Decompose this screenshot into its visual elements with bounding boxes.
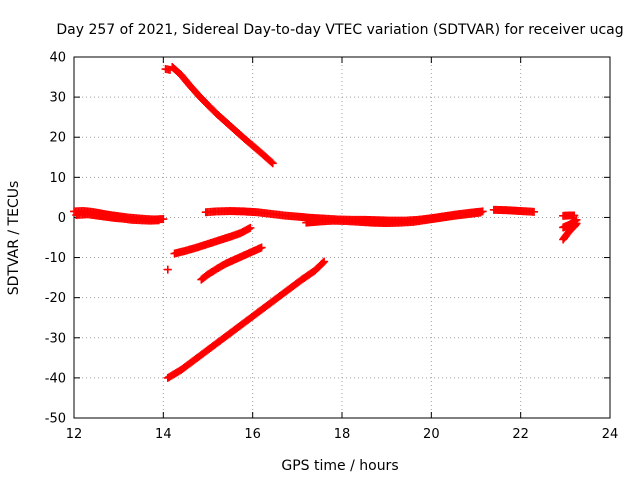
data-series	[170, 223, 255, 258]
data-series	[168, 63, 277, 168]
data-point	[530, 207, 539, 216]
data-point	[267, 158, 276, 167]
data-point	[319, 258, 328, 267]
data-series	[559, 211, 579, 220]
data-point	[257, 243, 266, 252]
data-point	[246, 223, 255, 232]
data-series	[161, 65, 175, 74]
data-series	[489, 205, 539, 216]
data-point	[159, 215, 168, 224]
x-tick-label: 24	[602, 427, 619, 442]
y-axis-label: SDTVAR / TECUs	[6, 181, 22, 296]
y-tick-label: 30	[49, 91, 66, 106]
data-series	[163, 257, 329, 382]
data-point	[166, 65, 175, 74]
y-tick-label: 20	[49, 131, 66, 146]
data-series	[559, 219, 581, 244]
data-point	[154, 216, 163, 225]
x-tick-label: 16	[244, 427, 261, 442]
x-tick-label: 14	[155, 427, 172, 442]
x-tick-label: 18	[334, 427, 351, 442]
x-axis: 12 14 16 18 20 22 24	[66, 57, 619, 442]
y-axis: -50 -40 -30 -20 -10 0 10 20 30 40	[45, 51, 610, 427]
y-tick-label: 10	[49, 171, 66, 186]
x-tick-label: 22	[512, 427, 529, 442]
data-point	[163, 265, 172, 274]
x-axis-label: GPS time / hours	[281, 458, 398, 474]
y-tick-label: -20	[45, 291, 66, 306]
x-tick-label: 20	[423, 427, 440, 442]
y-tick-label: 0	[58, 211, 66, 226]
data-series	[302, 208, 485, 228]
x-tick-label: 12	[66, 427, 83, 442]
data-point	[572, 219, 581, 228]
data-points	[70, 63, 581, 382]
y-tick-label: 40	[49, 51, 66, 66]
y-tick-label: -50	[45, 412, 66, 427]
grid	[74, 57, 610, 418]
y-tick-label: -10	[45, 251, 66, 266]
data-series	[197, 243, 266, 284]
chart-title: Day 257 of 2021, Sidereal Day-to-day VTE…	[56, 22, 623, 38]
data-series	[163, 265, 172, 274]
data-series	[72, 210, 163, 225]
data-point	[320, 257, 329, 266]
y-tick-label: -40	[45, 371, 66, 386]
data-point	[476, 208, 485, 217]
data-point	[268, 159, 277, 168]
y-tick-label: -30	[45, 331, 66, 346]
